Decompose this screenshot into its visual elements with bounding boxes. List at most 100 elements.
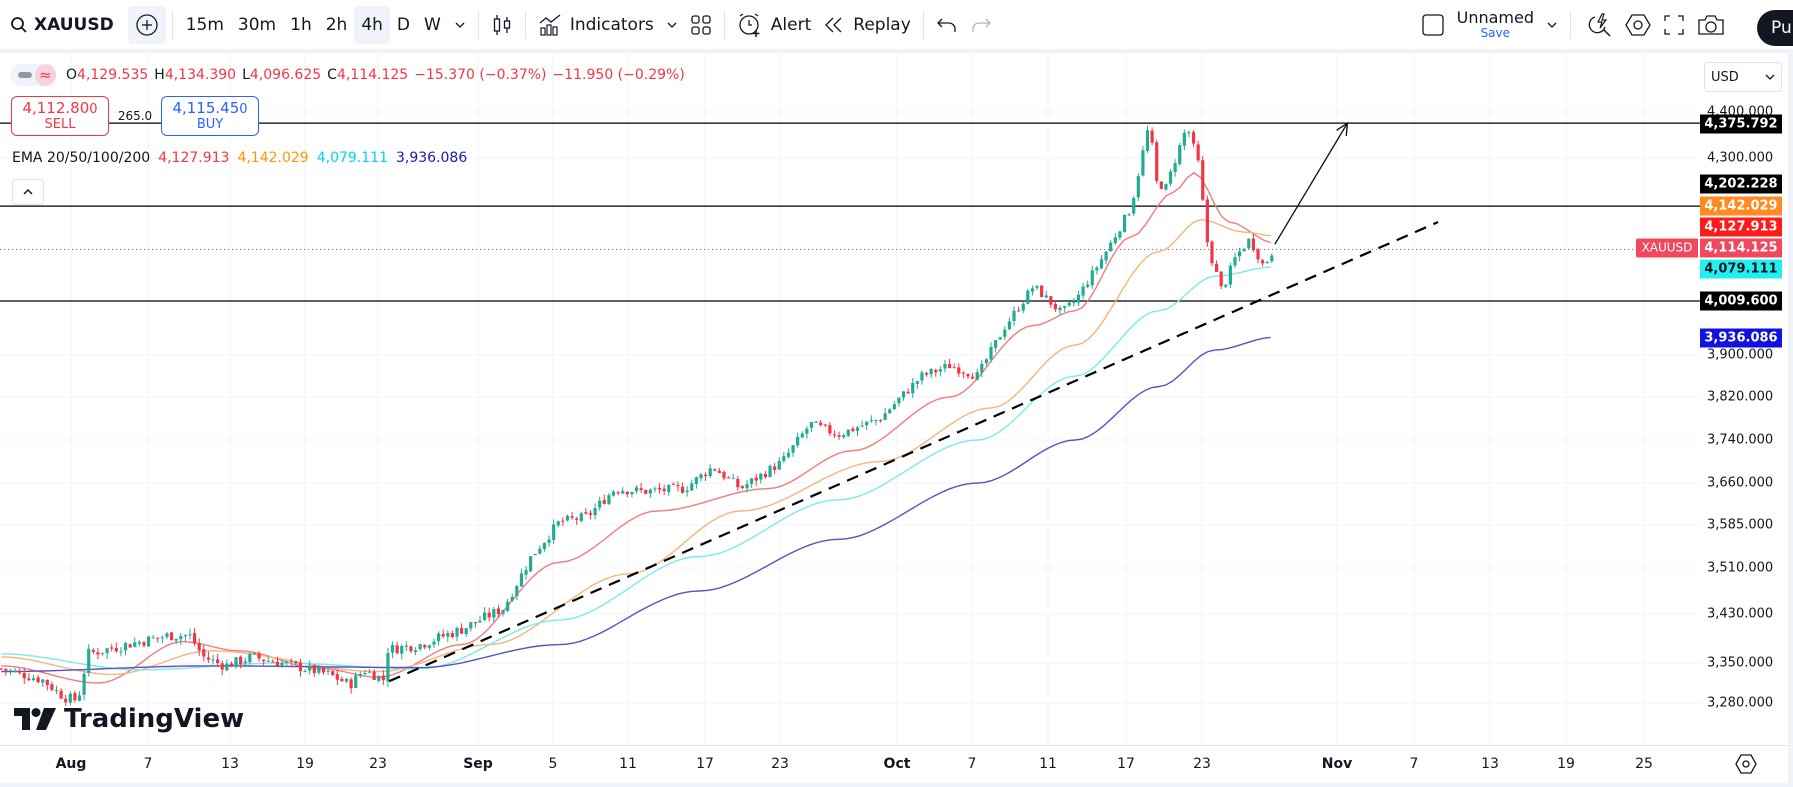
publish-button[interactable]: Pu xyxy=(1757,10,1793,46)
candle-body xyxy=(616,492,620,494)
timeframe-d[interactable]: D xyxy=(396,14,410,35)
buy-price-pip: 0 xyxy=(239,101,248,117)
timeframe-1h[interactable]: 1h xyxy=(290,14,312,35)
candle-body xyxy=(1081,286,1085,296)
layout-name: Unnamed xyxy=(1456,8,1534,28)
candle-body xyxy=(828,425,832,434)
symbol-price-label: XAUUSD xyxy=(1636,238,1698,258)
ema-legend[interactable]: EMA 20/50/100/200 4,127.913 4,142.029 4,… xyxy=(12,150,467,166)
candle-body xyxy=(501,610,505,614)
candle-body xyxy=(547,539,551,543)
timeframe-15m[interactable]: 15m xyxy=(185,14,224,35)
candle-body xyxy=(381,675,385,681)
candle-body xyxy=(1012,310,1016,321)
sell-label: SELL xyxy=(44,116,76,132)
candle-body xyxy=(722,472,726,479)
candle-body xyxy=(630,492,634,495)
ohlc-legend: ≈ O 4,129.535 H 4,134.390 L 4,096.625 C 4,11… xyxy=(10,64,691,86)
replay-button[interactable]: Replay xyxy=(817,6,917,44)
fullscreen-button[interactable] xyxy=(1657,6,1691,44)
candle-body xyxy=(727,477,731,479)
candle-body xyxy=(506,601,510,611)
candle-body xyxy=(703,474,708,477)
candle-body xyxy=(975,372,979,380)
timeframe-dropdown[interactable] xyxy=(448,6,472,44)
candle-body xyxy=(100,652,105,654)
candle-body xyxy=(390,644,395,653)
timeframe-w[interactable]: W xyxy=(424,14,441,35)
timeframe-2h[interactable]: 2h xyxy=(325,14,348,35)
candle-body xyxy=(897,397,901,404)
redo-button[interactable] xyxy=(964,6,998,44)
chart-type-button[interactable] xyxy=(485,6,519,44)
candle-body xyxy=(957,367,961,374)
layout-name-button[interactable]: Unnamed Save xyxy=(1451,6,1540,44)
low-value: 4,096.625 xyxy=(249,67,322,83)
currency-value: USD xyxy=(1711,69,1739,85)
sell-button[interactable]: 4,112.800 SELL xyxy=(11,96,109,136)
candle-body xyxy=(1237,251,1242,257)
open-value: 4,129.535 xyxy=(77,67,149,83)
tradingview-logo[interactable]: TradingView xyxy=(14,704,244,734)
time-axis[interactable]: Aug 7 13 19 23 Sep 5 11 17 23 Oct 7 11 1… xyxy=(0,745,1793,784)
layout-dropdown[interactable] xyxy=(1540,6,1564,44)
candle-body xyxy=(1210,241,1214,264)
currency-select[interactable]: USD xyxy=(1704,62,1782,92)
timeframe-30m[interactable]: 30m xyxy=(237,14,277,35)
candle-body xyxy=(1168,171,1173,184)
change-value: −15.370 (−0.37%) xyxy=(414,67,547,83)
candle-body xyxy=(87,648,91,673)
time-label: 13 xyxy=(1481,756,1499,772)
candle-body xyxy=(888,409,892,414)
price-tick: 3,350.000 xyxy=(1707,655,1774,671)
candle-body xyxy=(395,645,399,654)
ema-line-3 xyxy=(1,266,1271,671)
buy-label: BUY xyxy=(196,116,224,132)
high-value: 4,134.390 xyxy=(164,67,237,83)
candle-body xyxy=(1205,199,1209,243)
candle-body xyxy=(234,657,238,667)
ema-line-1 xyxy=(1,171,1271,684)
chart-pane[interactable] xyxy=(0,53,1700,745)
save-link[interactable]: Save xyxy=(1480,25,1511,40)
indicators-dropdown[interactable] xyxy=(660,6,684,44)
time-label: 5 xyxy=(548,756,558,772)
alert-button[interactable]: Alert xyxy=(731,6,817,44)
candle-body xyxy=(363,672,367,675)
price-badge-ema-200: 3,936.086 xyxy=(1700,328,1782,348)
price-badge-resistance: 4,375.792 xyxy=(1700,114,1782,134)
time-label: Sep xyxy=(463,756,493,772)
layout-checkbox[interactable] xyxy=(1415,6,1451,44)
symbol-search-button[interactable]: XAUUSD xyxy=(0,6,120,44)
indicators-button[interactable]: Indicators xyxy=(532,6,660,44)
collapse-legend-button[interactable] xyxy=(12,179,44,205)
candle-body xyxy=(192,633,197,644)
timeframe-4h[interactable]: 4h xyxy=(354,5,390,44)
candle-body xyxy=(529,556,533,572)
candle-body xyxy=(708,468,712,477)
candle-body xyxy=(36,677,40,683)
candle-body xyxy=(367,671,372,673)
buy-button[interactable]: 4,115.450 BUY xyxy=(161,96,259,136)
layouts-button[interactable] xyxy=(684,6,718,44)
legend-toggle[interactable]: ≈ xyxy=(10,64,56,86)
candle-body xyxy=(312,665,316,674)
candle-body xyxy=(736,478,740,488)
snapshot-button[interactable] xyxy=(1691,6,1731,44)
candle-body xyxy=(1247,238,1251,249)
undo-button[interactable] xyxy=(930,6,964,44)
candle-body xyxy=(54,690,59,692)
ema-20-value: 4,127.913 xyxy=(158,150,230,166)
candle-body xyxy=(832,434,837,436)
candle-body xyxy=(998,337,1002,340)
axis-settings-button[interactable] xyxy=(1735,754,1757,778)
candle-body xyxy=(837,435,841,437)
candle-body xyxy=(924,373,929,375)
candle-body xyxy=(947,364,952,369)
settings-button[interactable] xyxy=(1619,6,1657,44)
compare-symbol-button[interactable] xyxy=(127,5,166,44)
candle-body xyxy=(64,698,68,703)
candle-body xyxy=(59,690,63,699)
quick-search-button[interactable] xyxy=(1581,6,1619,44)
price-chart[interactable] xyxy=(0,53,1700,745)
